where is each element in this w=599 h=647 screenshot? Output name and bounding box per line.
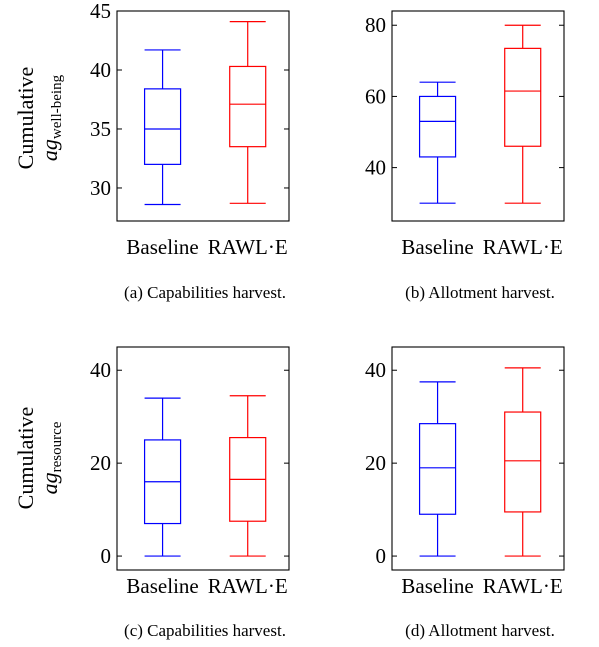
panel-d: 0 20 40 Baseline RAWL·E (d) Allotment harvest… [365,346,565,640]
box-rawle [504,24,542,204]
box-rawle [504,367,542,557]
y-tick-label: 0 [101,544,112,568]
y-tick-label: 80 [365,13,386,37]
y-tick-label: 20 [90,451,111,475]
y-tick-label: 30 [90,176,111,200]
y-tick-label: 35 [90,117,111,141]
box-rawle [229,21,267,204]
axis-frame [391,346,565,571]
subfigure-caption: (d) Allotment harvest. [405,621,555,640]
box-rawle [229,395,267,557]
y-tick-label: 40 [90,358,111,382]
box-baseline [418,81,457,204]
box-baseline [143,49,182,206]
axis-frame [116,346,290,571]
x-category-label: Baseline [126,574,198,598]
iqr-box [418,423,457,515]
panel-b: 40 60 80 Baseline RAWL·E (b) Allotment harves… [365,10,565,302]
y-tick-label: 40 [90,58,111,82]
iqr-box [504,47,542,147]
x-category-label: RAWL·E [208,235,288,259]
y-axis-label: Cumulative agwell-being [13,67,65,170]
y-tick-label: 40 [365,358,386,382]
y-axis-label-var-symbol: ag [37,472,62,494]
x-category-label: RAWL·E [208,574,288,598]
y-axis-label-subscript: well-being [49,74,65,139]
y-tick-label: 60 [365,84,386,108]
box-baseline [143,397,182,557]
iqr-box [418,95,457,158]
y-tick-label: 0 [376,544,387,568]
y-axis-label-line1: Cumulative [13,67,38,170]
box-baseline [418,381,457,557]
subfigure-caption: (b) Allotment harvest. [405,283,555,302]
subfigure-caption: (c) Capabilities harvest. [124,621,286,640]
iqr-box [504,411,542,513]
iqr-box [143,88,182,165]
iqr-box [229,65,267,148]
y-axis-label-line1: Cumulative [13,407,38,510]
axis-frame [116,10,290,222]
y-tick-label: 20 [365,451,386,475]
y-tick-label: 45 [90,0,111,23]
y-axis-label: Cumulative agresource [13,407,65,510]
x-category-label: Baseline [401,235,473,259]
y-axis-label-variable: agresource [37,421,65,494]
x-category-label: Baseline [401,574,473,598]
y-axis-label-subscript: resource [49,421,65,472]
y-axis-label-var-symbol: ag [37,139,62,161]
y-tick-label: 40 [365,156,386,180]
x-category-label: RAWL·E [483,235,563,259]
axis-frame [391,10,565,222]
x-category-label: Baseline [126,235,198,259]
x-category-label: RAWL·E [483,574,563,598]
panel-c: 0 20 40 Baseline RAWL·E Cumulative agresource (… [13,346,290,640]
panel-a: 30 35 40 45 Baseline RAWL·E Cumulative agwell-b… [13,0,290,302]
y-axis-label-variable: agwell-being [37,74,65,161]
subfigure-caption: (a) Capabilities harvest. [124,283,286,302]
